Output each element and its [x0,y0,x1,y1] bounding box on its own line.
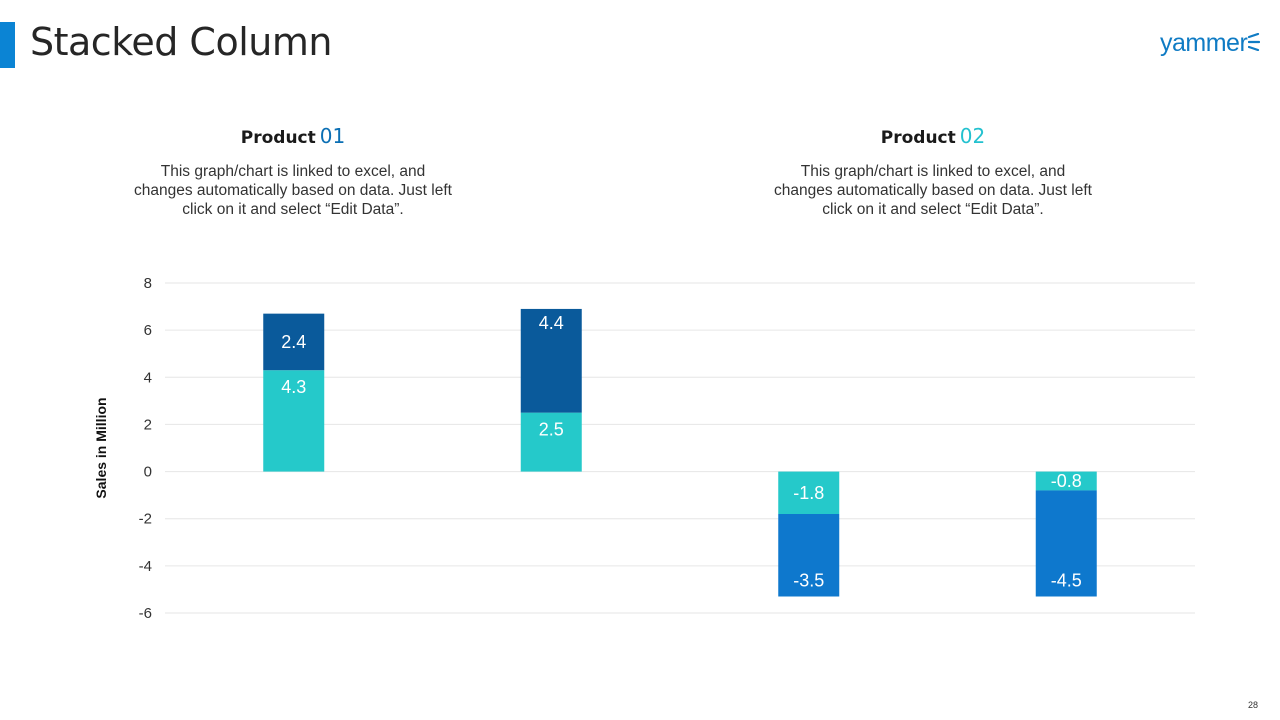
data-label: -0.8 [1051,471,1082,491]
bar-segment [520,308,582,413]
bar-segment [263,370,325,472]
y-tick-label: 6 [144,322,152,339]
yammer-logo: yammer [1160,28,1261,58]
title-accent-bar [0,22,15,68]
data-label: -3.5 [793,571,824,591]
product-01-label: Product [240,128,316,148]
bar-segment [1035,490,1097,597]
y-tick-label: 0 [144,464,152,481]
y-axis-label: Sales in Million [93,397,109,498]
data-label: 4.3 [281,377,306,397]
data-label: 2.5 [539,420,564,440]
y-tick-label: 4 [144,369,152,386]
product-01-heading: Product 01 [133,124,453,148]
y-tick-label: 8 [144,275,152,292]
y-tick-label: -6 [139,605,152,622]
data-label: -1.8 [793,483,824,503]
product-02-description: This graph/chart is linked to excel, and… [774,163,1092,218]
bar-segment [520,412,582,472]
bar-segment [778,514,840,597]
page-number: 28 [1247,700,1258,710]
product-01-description: This graph/chart is linked to excel, and… [134,163,452,218]
product-02-block: Product 02 This graph/chart is linked to … [773,124,1093,219]
product-01-number: 01 [319,124,346,148]
bar-segment [778,471,840,514]
y-tick-label: -4 [139,558,152,575]
bar-segment [263,313,325,371]
logo-text: yammer [1160,29,1248,57]
data-label: 4.4 [539,313,564,333]
bar-segment [1035,471,1097,491]
product-02-label: Product [880,128,956,148]
logo-waves-icon [1248,33,1261,51]
product-02-heading: Product 02 [773,124,1093,148]
product-01-block: Product 01 This graph/chart is linked to … [133,124,453,219]
y-tick-label: -2 [139,511,152,528]
data-label: -4.5 [1051,571,1082,591]
slide-title: Stacked Column [30,20,332,64]
data-label: 2.4 [281,332,306,352]
product-02-number: 02 [959,124,986,148]
y-tick-label: 2 [144,416,152,433]
